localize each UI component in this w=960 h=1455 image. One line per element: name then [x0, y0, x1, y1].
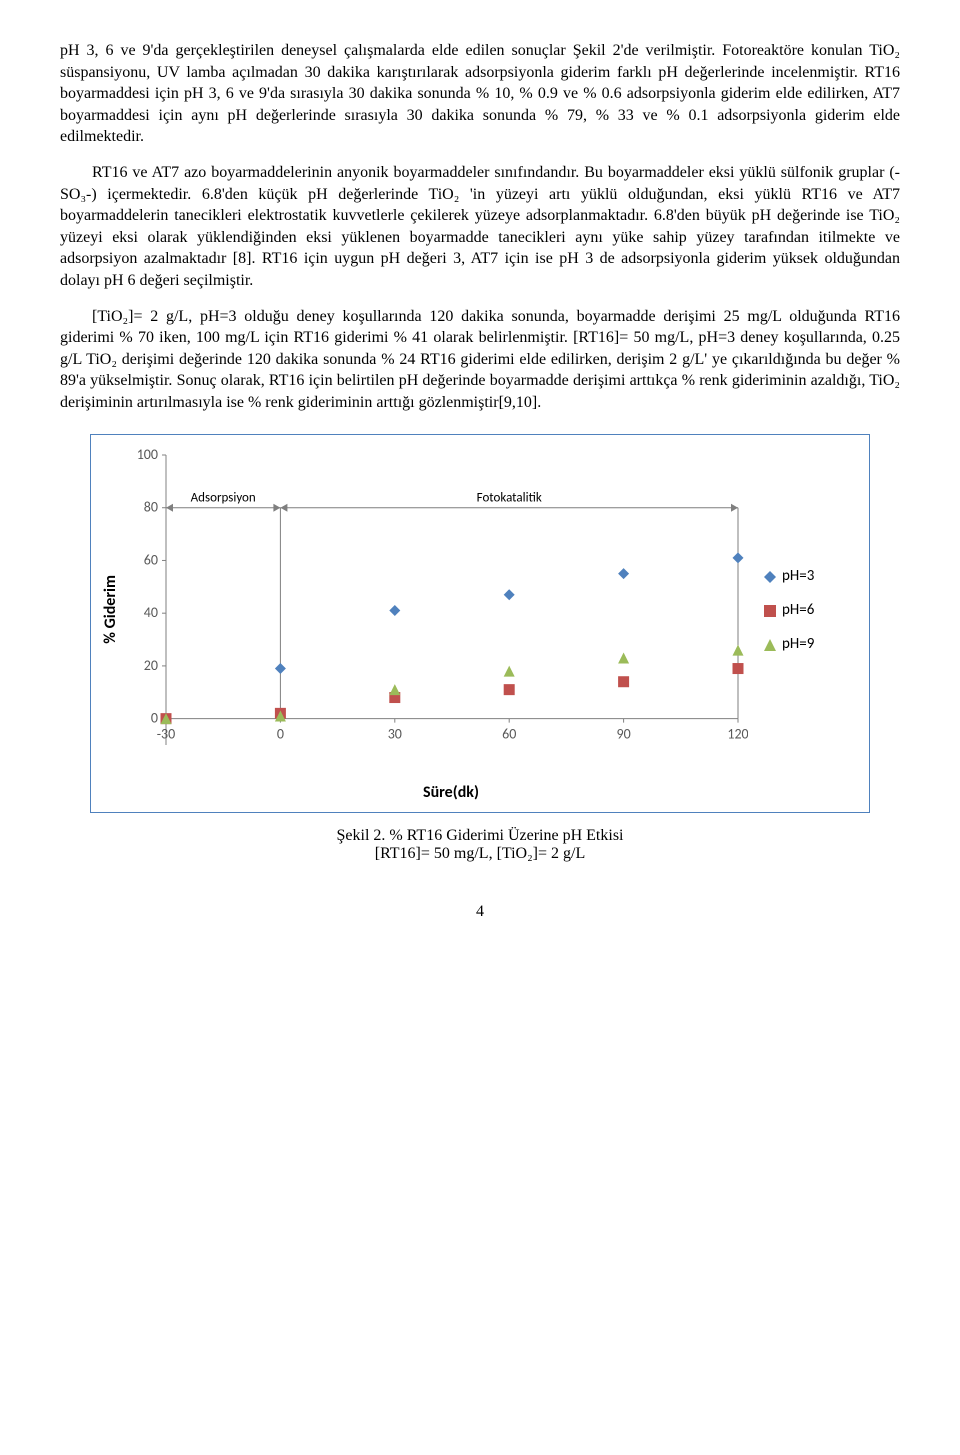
legend-label: pH=6	[782, 601, 814, 619]
svg-text:30: 30	[388, 725, 402, 742]
svg-text:60: 60	[502, 725, 516, 742]
legend-item: pH=9	[762, 635, 814, 653]
svg-text:20: 20	[144, 656, 158, 673]
svg-text:80: 80	[144, 498, 158, 515]
svg-text:0: 0	[277, 725, 284, 742]
legend-label: pH=9	[782, 635, 814, 653]
svg-text:100: 100	[137, 446, 158, 463]
figure-caption: Şekil 2. % RT16 Giderimi Üzerine pH Etki…	[60, 827, 900, 863]
caption-line1: Şekil 2. % RT16 Giderimi Üzerine pH Etki…	[337, 827, 624, 844]
chart-container: % Giderim 020406080100-300306090120Adsor…	[90, 434, 870, 813]
page-number: 4	[60, 903, 900, 921]
svg-text:0: 0	[151, 709, 158, 726]
legend-item: pH=3	[762, 567, 814, 585]
svg-text:120: 120	[727, 725, 748, 742]
caption-line2: [RT16]= 50 mg/L, [TiO₂]= 2 g/L	[375, 845, 586, 862]
paragraph-3: [TiO₂]= 2 g/L, pH=3 olduğu deney koşulla…	[60, 306, 900, 414]
chart-legend: pH=3 pH=6 pH=9	[762, 551, 814, 669]
chart-ylabel: % Giderim	[101, 575, 120, 644]
svg-text:90: 90	[616, 725, 630, 742]
legend-item: pH=6	[762, 601, 814, 619]
paragraph-1: pH 3, 6 ve 9'da gerçekleştirilen deneyse…	[60, 40, 900, 148]
paragraph-2: RT16 ve AT7 azo boyarmaddelerinin anyoni…	[60, 162, 900, 292]
legend-label: pH=3	[782, 567, 814, 585]
chart-xlabel: Süre(dk)	[141, 783, 761, 802]
svg-text:Fotokatalitik: Fotokatalitik	[477, 490, 542, 505]
svg-text:Adsorpsiyon: Adsorpsiyon	[191, 490, 256, 505]
svg-text:60: 60	[144, 551, 158, 568]
chart-plot: 020406080100-300306090120AdsorpsiyonFoto…	[128, 445, 748, 775]
svg-text:-30: -30	[157, 725, 175, 742]
svg-text:40: 40	[144, 604, 158, 621]
